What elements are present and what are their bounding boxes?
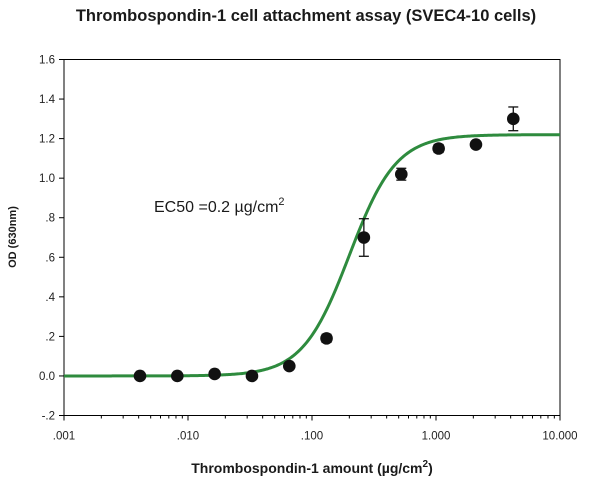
x-tick-label: 10.000 — [542, 431, 577, 443]
data-point — [506, 112, 520, 126]
data-point — [357, 231, 371, 244]
ec50-annotation-sup: 2 — [278, 196, 284, 208]
y-tick-label: 1.0 — [39, 173, 55, 185]
x-axis-label: Thrombospondin-1 amount (µg/cm2) — [191, 459, 433, 476]
data-points — [133, 112, 520, 383]
data-point — [394, 167, 408, 181]
y-tick-label: 0.0 — [39, 371, 55, 383]
y-axis-ticks: -.2 0.0 .2 .4 .6 .8 1.0 1.2 1.4 1.6 — [39, 55, 64, 423]
y-axis-label: OD (630nm) — [7, 206, 19, 268]
y-tick-label: 1.2 — [39, 134, 55, 146]
data-point — [245, 369, 259, 383]
x-tick-label: .001 — [53, 431, 75, 443]
data-point — [133, 369, 147, 383]
plot-area-frame — [63, 59, 561, 416]
data-point — [320, 332, 333, 345]
error-bars — [321, 106, 519, 343]
y-tick-label: .6 — [45, 252, 55, 264]
x-axis-label-close: ) — [428, 460, 433, 476]
fit-curve-group — [64, 133, 560, 378]
x-axis-label-sup: 2 — [423, 459, 429, 470]
data-point — [208, 367, 221, 381]
y-tick-label: .8 — [45, 213, 55, 225]
x-axis-ticks: .001 .010 .100 1.000 10.000 — [53, 415, 578, 443]
ec50-annotation: EC50 =0.2 µg/cm2 — [154, 196, 285, 216]
data-point — [432, 142, 445, 155]
data-point — [469, 138, 483, 151]
data-point — [171, 369, 184, 383]
x-tick-label: .010 — [177, 431, 199, 443]
ec50-annotation-main: EC50 =0.2 µg/cm — [154, 199, 278, 216]
y-tick-label: .2 — [45, 331, 55, 343]
y-tick-label: -.2 — [42, 411, 55, 423]
y-tick-label: .4 — [45, 292, 55, 304]
x-tick-label: .100 — [301, 431, 323, 443]
y-tick-label: 1.6 — [39, 55, 55, 67]
chart-title: Thrombospondin-1 cell attachment assay (… — [76, 7, 536, 25]
x-axis-label-main: Thrombospondin-1 amount (µg/cm — [191, 460, 422, 476]
y-tick-label: 1.4 — [39, 94, 56, 106]
fit-curve-line — [64, 133, 560, 378]
x-tick-label: 1.000 — [422, 431, 451, 443]
data-point — [282, 359, 296, 373]
